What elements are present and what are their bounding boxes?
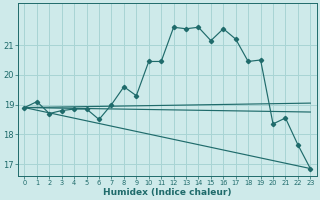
- X-axis label: Humidex (Indice chaleur): Humidex (Indice chaleur): [103, 188, 232, 197]
